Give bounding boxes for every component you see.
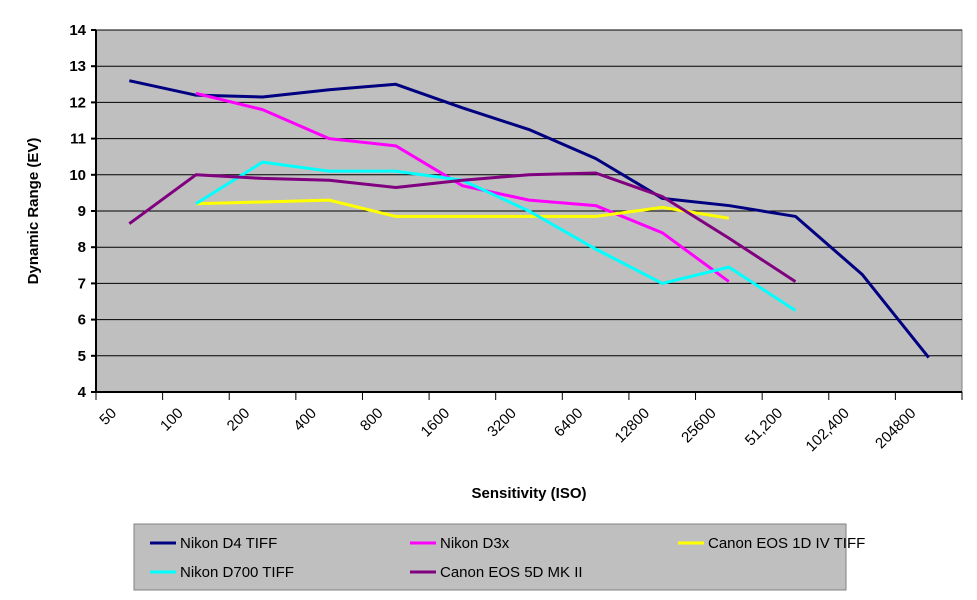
y-tick-label: 14	[69, 22, 86, 39]
legend-label: Canon EOS 1D IV TIFF	[708, 535, 865, 552]
y-tick-label: 11	[70, 131, 86, 148]
y-tick-label: 9	[78, 203, 86, 220]
series-line	[195, 198, 730, 220]
y-axis-title: Dynamic Range (EV)	[25, 138, 42, 285]
series-line	[128, 79, 930, 359]
y-tick-label: 5	[78, 348, 86, 365]
y-tick-label: 8	[78, 239, 86, 256]
y-tick-label: 6	[78, 312, 86, 329]
y-tick-label: 4	[78, 384, 87, 401]
legend: Nikon D4 TIFF Nikon D3x Canon EOS 1D IV TI…	[150, 535, 865, 581]
series-line	[195, 91, 730, 283]
data-series-layer	[128, 79, 930, 359]
series-line	[128, 171, 797, 283]
y-tick-label: 10	[69, 167, 86, 184]
legend-label: Nikon D3x	[440, 535, 510, 552]
y-tick-label: 13	[69, 58, 86, 75]
legend-label: Nikon D4 TIFF	[180, 535, 277, 552]
legend-box	[133, 523, 847, 591]
y-tick-label: 7	[78, 275, 86, 292]
legend-label: Nikon D700 TIFF	[180, 564, 294, 581]
legend-label: Canon EOS 5D MK II	[440, 564, 583, 581]
y-axis-ticks: 4 5 6 7 8 9 10 11 12 13 14	[69, 22, 96, 401]
y-tick-label: 12	[69, 94, 86, 111]
series-line	[195, 160, 797, 312]
x-axis-title: Sensitivity (ISO)	[471, 485, 586, 502]
